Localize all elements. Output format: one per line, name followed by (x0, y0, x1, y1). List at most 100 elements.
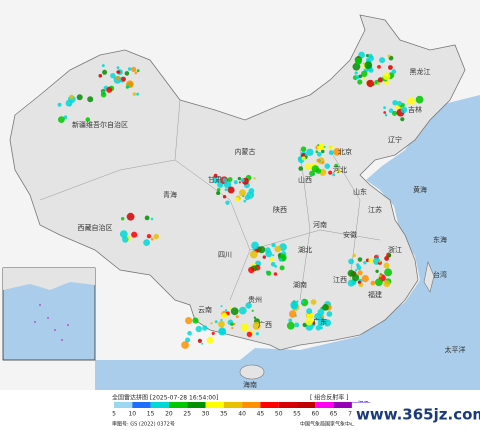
place-label: 湖南 (293, 280, 307, 289)
legend-level: 35 (220, 411, 228, 418)
echo (306, 308, 313, 315)
legend-level: 10 (128, 411, 136, 418)
place-label: 广西 (258, 320, 272, 329)
echo (316, 145, 323, 151)
echo (328, 150, 334, 156)
echo (396, 100, 403, 107)
legend-swatch (223, 402, 243, 408)
echo (368, 258, 374, 263)
echo (202, 325, 208, 331)
echo (321, 161, 325, 165)
echo (361, 70, 368, 78)
place-label: 湖北 (298, 245, 312, 254)
echo (249, 250, 258, 259)
echo (221, 312, 228, 319)
echo (132, 92, 137, 96)
place-label: 新疆维吾尔自治区 (72, 120, 128, 129)
place-label: 辽宁 (388, 135, 402, 144)
echo (76, 94, 83, 101)
place-label: 甘肃 (208, 175, 222, 184)
echo (269, 257, 274, 262)
echo (336, 168, 341, 174)
echo (134, 71, 138, 75)
echo (65, 99, 73, 107)
echo (101, 64, 105, 68)
echo (201, 342, 204, 345)
echo (304, 163, 312, 171)
echo (376, 254, 379, 257)
legend-level: 5 (112, 411, 116, 418)
echo (357, 257, 363, 262)
echo (322, 304, 329, 311)
echo (57, 102, 62, 107)
legend-scale: 5 10 15 20 25 30 35 40 45 50 55 60 65 70 (112, 402, 371, 418)
legend-level: 45 (257, 411, 265, 418)
echo (300, 146, 307, 152)
echo (206, 336, 214, 344)
echo (334, 163, 339, 168)
echo (246, 331, 253, 337)
echo (224, 188, 228, 192)
place-label: 河北 (333, 166, 347, 174)
echo (251, 309, 254, 312)
echo (85, 117, 91, 122)
echo (377, 77, 383, 83)
echo (197, 338, 202, 343)
echo (363, 261, 367, 265)
echo (237, 176, 242, 181)
echo (317, 308, 325, 316)
legend-level: 20 (165, 411, 173, 418)
echo (150, 217, 154, 221)
echo (252, 321, 261, 330)
echo (323, 319, 332, 327)
echo (117, 70, 121, 74)
echo (63, 115, 68, 119)
echo (279, 265, 285, 271)
echo (121, 217, 125, 221)
echo (270, 262, 276, 267)
legend-level: 55 (293, 411, 301, 418)
echo (290, 302, 298, 310)
echo (185, 317, 193, 325)
place-label: 台湾 (433, 270, 447, 279)
echo (289, 310, 297, 318)
province-borders (39, 99, 381, 301)
place-label: 广东 (313, 317, 327, 326)
echo (233, 180, 238, 185)
echo (126, 212, 135, 221)
echo (315, 325, 322, 331)
echo (378, 274, 382, 278)
taiwan-island (423, 260, 435, 293)
echo (258, 246, 266, 254)
echo (100, 91, 107, 98)
place-label: 青海 (163, 190, 177, 199)
echo (231, 326, 234, 330)
echo (298, 166, 304, 171)
echo (278, 258, 283, 262)
echo (220, 318, 223, 322)
echo (384, 268, 393, 277)
echo (218, 327, 227, 336)
echo (144, 215, 150, 221)
echo (216, 188, 221, 192)
echo (222, 177, 227, 183)
echo (127, 67, 132, 71)
place-label: 陕西 (273, 205, 287, 214)
echo (383, 280, 391, 288)
echo (301, 300, 304, 304)
echo (131, 66, 137, 72)
echo (240, 178, 245, 183)
echo (332, 173, 336, 177)
echo (244, 194, 251, 201)
echo (355, 75, 360, 80)
echo (235, 197, 240, 202)
echo (288, 318, 293, 323)
echo (407, 97, 415, 105)
echo (377, 82, 380, 86)
echo (347, 279, 355, 287)
legend-swatch (297, 402, 316, 408)
echo (375, 269, 379, 273)
place-label: 河南 (313, 220, 327, 229)
